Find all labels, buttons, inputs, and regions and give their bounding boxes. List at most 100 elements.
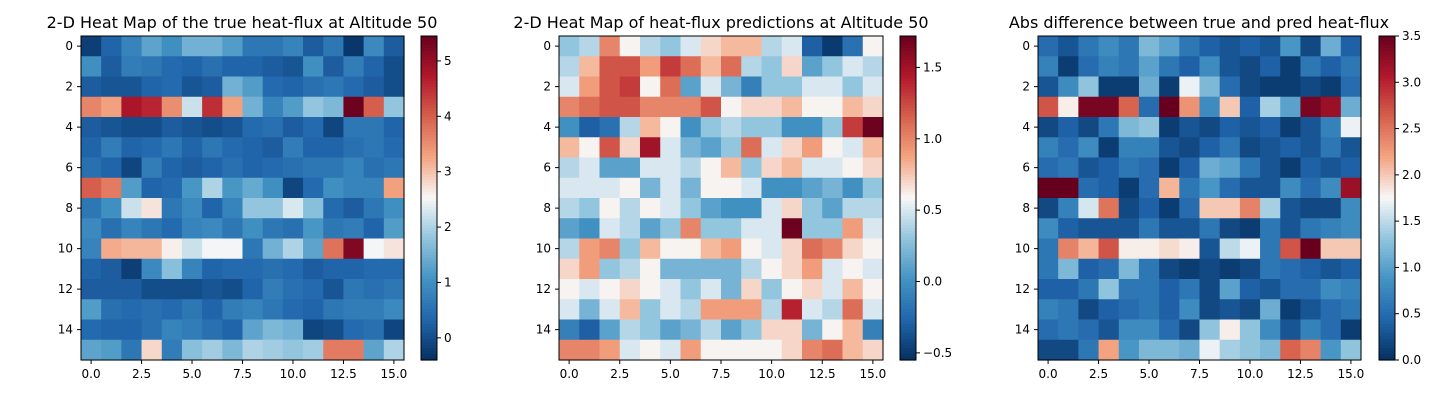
heatmap-cell bbox=[141, 319, 163, 341]
heatmap-cell bbox=[81, 198, 102, 219]
heatmap-cell bbox=[1098, 157, 1120, 179]
heatmap-cell bbox=[363, 339, 385, 361]
heatmap-cell bbox=[303, 258, 324, 280]
heatmap-cell bbox=[1038, 76, 1059, 98]
heatmap-cell bbox=[383, 96, 405, 118]
heatmap-cell bbox=[1138, 339, 1160, 361]
heatmap-cell bbox=[1239, 96, 1261, 118]
heatmap-cell bbox=[599, 339, 621, 361]
heatmap-cell bbox=[680, 36, 702, 57]
heatmap-cell bbox=[222, 36, 244, 57]
heatmap-cell bbox=[700, 56, 722, 78]
heatmap-cell bbox=[222, 258, 244, 280]
heatmap-cell bbox=[579, 299, 601, 321]
heatmap-cell bbox=[862, 218, 884, 240]
heatmap-cell bbox=[121, 299, 143, 321]
colorbar-segment bbox=[1379, 231, 1395, 235]
heatmap-cell bbox=[303, 238, 324, 260]
colorbar-segment bbox=[421, 150, 437, 154]
colorbar-segment bbox=[1379, 126, 1395, 130]
heatmap-cell bbox=[1239, 299, 1261, 321]
heatmap-cell bbox=[121, 339, 143, 361]
heatmap-cell bbox=[579, 56, 601, 78]
heatmap-cell bbox=[1078, 157, 1100, 179]
colorbar-segment bbox=[421, 231, 437, 235]
heatmap-cell bbox=[802, 56, 823, 78]
heatmap-cell bbox=[1320, 339, 1342, 361]
heatmap-cell bbox=[1340, 339, 1362, 361]
colorbar-segment bbox=[900, 282, 916, 286]
x-tick-label: 12.5 bbox=[330, 367, 357, 381]
heatmap-cell bbox=[303, 157, 324, 179]
heatmap-cell bbox=[1038, 117, 1059, 138]
heatmap-cell bbox=[383, 137, 405, 159]
colorbar-frame bbox=[1378, 35, 1396, 361]
colorbar-segment bbox=[1379, 291, 1395, 295]
colorbar-segment bbox=[900, 324, 916, 328]
heatmap-cell bbox=[781, 238, 803, 260]
heatmap-cell bbox=[1320, 76, 1342, 98]
heatmap-cell bbox=[121, 279, 143, 300]
heatmap-cell bbox=[242, 117, 264, 138]
colorbar-segment bbox=[421, 156, 437, 160]
heatmap-cell bbox=[1300, 258, 1322, 280]
colorbar-segment bbox=[900, 195, 916, 199]
heatmap-cell bbox=[1118, 177, 1140, 199]
y-tick-label: 0 bbox=[65, 39, 73, 53]
heatmap-cell bbox=[640, 177, 661, 199]
heatmap-cell bbox=[660, 258, 682, 280]
heatmap-cell bbox=[222, 238, 244, 260]
heatmap-cell bbox=[640, 238, 661, 260]
colorbar-segment bbox=[900, 177, 916, 181]
heatmap-cell bbox=[579, 76, 601, 98]
heatmap-cell bbox=[141, 96, 163, 118]
heatmap-cell bbox=[1340, 56, 1362, 78]
colorbar-segment bbox=[900, 54, 916, 58]
heatmap-cell bbox=[141, 157, 163, 179]
colorbar-segment bbox=[421, 81, 437, 85]
heatmap-cell bbox=[842, 319, 864, 341]
colorbar-segment bbox=[900, 147, 916, 151]
colorbar-segment bbox=[421, 51, 437, 55]
colorbar-segment bbox=[421, 132, 437, 136]
colorbar-segment bbox=[1379, 240, 1395, 244]
heatmap-cell bbox=[1179, 56, 1201, 78]
heatmap-cell bbox=[1320, 56, 1342, 78]
colorbar-segment bbox=[421, 276, 437, 280]
colorbar-segment bbox=[900, 87, 916, 91]
heatmap-panel-true: 2-D Heat Map of the true heat-flux at Al… bbox=[47, 13, 452, 381]
colorbar-segment bbox=[1379, 72, 1395, 76]
heatmap-cell bbox=[660, 339, 682, 361]
heatmap-cell bbox=[1260, 96, 1281, 118]
heatmap-cell bbox=[181, 157, 203, 179]
colorbar-segment bbox=[900, 174, 916, 178]
heatmap-cells bbox=[1038, 36, 1362, 361]
heatmap-cell bbox=[323, 76, 345, 98]
heatmap-cell bbox=[262, 339, 284, 361]
colorbar-segment bbox=[421, 354, 437, 358]
heatmap-cell bbox=[1098, 96, 1120, 118]
colorbar-segment bbox=[900, 60, 916, 64]
colorbar-segment bbox=[1379, 255, 1395, 259]
heatmap-cell bbox=[1058, 56, 1079, 78]
heatmap-cell bbox=[559, 198, 580, 219]
colorbar-tick-label: 1 bbox=[444, 275, 452, 289]
colorbar-segment bbox=[1379, 186, 1395, 190]
heatmap-cell bbox=[619, 258, 641, 280]
heatmap-cell bbox=[599, 198, 621, 219]
heatmap-cell bbox=[680, 238, 702, 260]
colorbar-axis: 0.0 0.5 1.0 1.5 2.0 2.5 3.0 3.5 bbox=[1395, 29, 1421, 367]
heatmap-cell bbox=[282, 117, 304, 138]
colorbar-segment bbox=[900, 42, 916, 46]
heatmap-cell bbox=[242, 198, 264, 219]
colorbar-segment bbox=[900, 102, 916, 106]
y-tick-label: 14 bbox=[536, 323, 551, 337]
heatmap-cell bbox=[1199, 279, 1221, 300]
heatmap-cell bbox=[141, 177, 163, 199]
colorbar-segment bbox=[900, 288, 916, 292]
colorbar-segment bbox=[900, 126, 916, 130]
heatmap-cell bbox=[141, 117, 163, 138]
colorbar-segment bbox=[1379, 225, 1395, 229]
heatmap-cell bbox=[640, 198, 661, 219]
heatmap-cell bbox=[1239, 258, 1261, 280]
